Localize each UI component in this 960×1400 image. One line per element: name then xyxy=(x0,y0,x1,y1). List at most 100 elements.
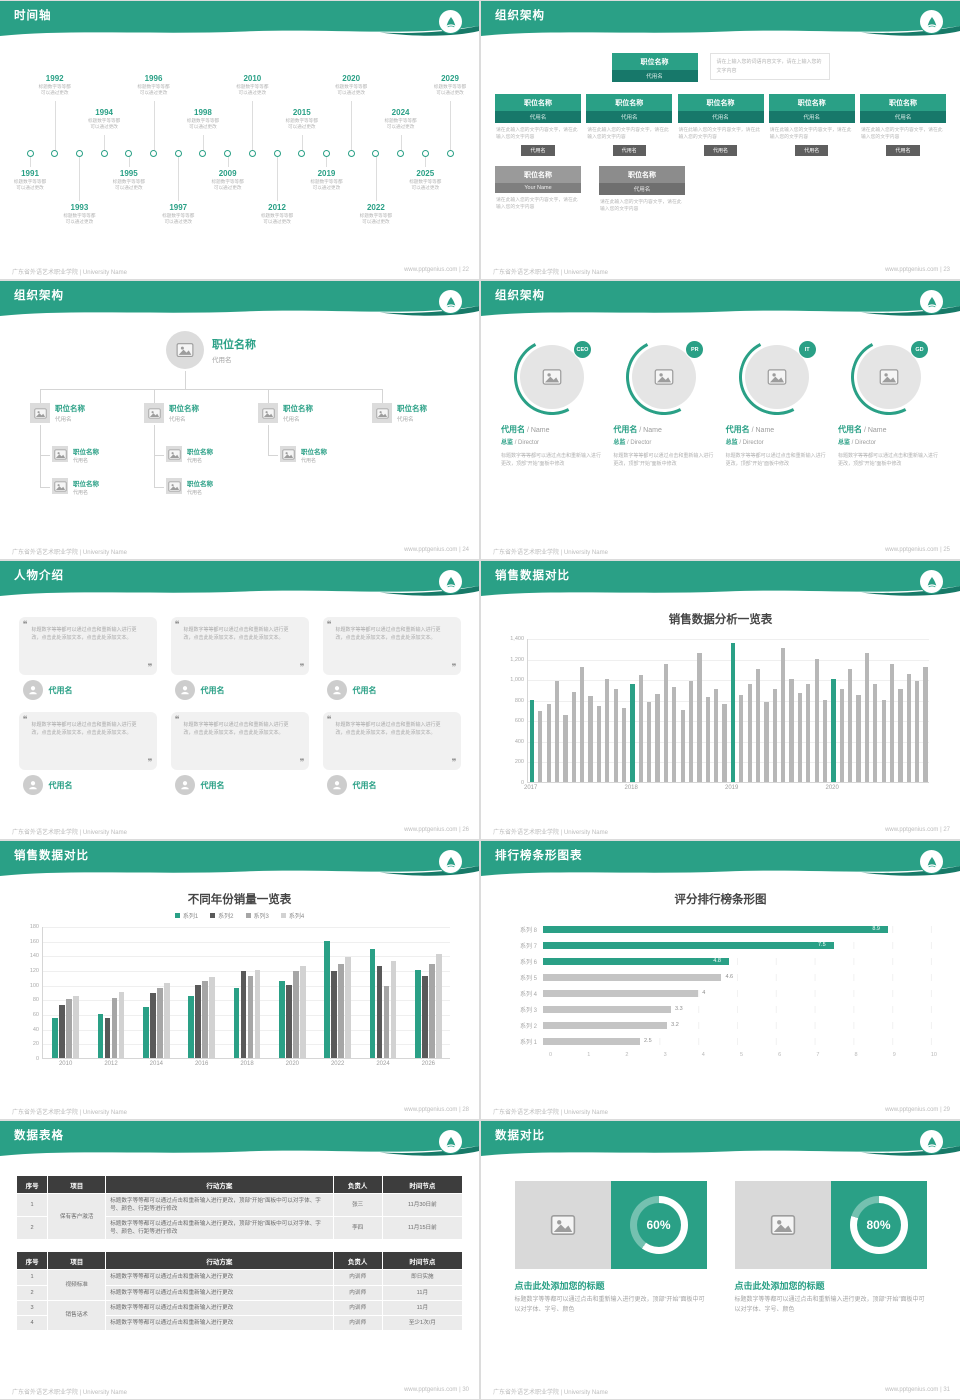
timeline-desc: 标题数字等等都 xyxy=(63,213,96,218)
table-header-cell: 时间节点 xyxy=(381,1251,464,1271)
header-band xyxy=(481,281,960,316)
school-logo-icon xyxy=(438,1129,463,1154)
x-axis-label: 2012 xyxy=(104,1061,118,1067)
slide-compare[interactable]: 数据对比 60% 点击此处添加您的标题 标题数字等等都可以通过点击和重新输入进行 xyxy=(481,1121,960,1399)
bar xyxy=(429,964,435,1058)
chart-title: 评分排行榜条形图 xyxy=(674,894,767,906)
position-title: 职位名称 xyxy=(55,404,85,413)
position-title: 职位名称 xyxy=(768,94,855,111)
quote-text: 标题数字等等都可以通过点击和重新输入进行更改，点击此处添加文本，点击此处添加文本… xyxy=(183,722,289,737)
x-axis-tick: 3 xyxy=(663,1052,667,1058)
gridline xyxy=(43,985,450,987)
org-box: 职位名称 代用名 xyxy=(860,94,946,123)
position-title: 职位名称 xyxy=(495,165,581,183)
slide-title: 销售数据对比 xyxy=(14,850,89,862)
slide-footer: 广东省外语艺术职业学院 | University Name www.pptgen… xyxy=(12,547,469,556)
timeline-item: 1998 标题数字等等都 可以通过更改 xyxy=(177,108,229,130)
bar xyxy=(331,971,337,1058)
slide-ranking[interactable]: 排行榜条形图表 评分排行榜条形图 系列 8 8.9 系列 7 7.5 系列 6 4.8 系列… xyxy=(481,841,960,1119)
chart-title: 销售数据分析一览表 xyxy=(668,614,773,626)
percent-label: 60% xyxy=(646,1218,671,1232)
slide-org-tree[interactable]: 组织架构 职位 xyxy=(0,281,479,559)
slide-sales-analysis[interactable]: 销售数据对比 销售数据分析一览表 0 200 400 600 800 1,000 1,200… xyxy=(481,561,960,839)
people-content: ❝ 标题数字等等都可以通过点击和重新输入进行更改，点击此处添加文本，点击此处添加… xyxy=(0,605,479,824)
slide-tables[interactable]: 数据表格 序号 项目 行动方案 负责人 时间节点 1 保有客户激活 标题数字等等都可以通过点击… xyxy=(0,1121,479,1399)
header-band xyxy=(0,1121,479,1156)
x-axis-tick: 4 xyxy=(701,1052,705,1058)
person-role-en: / Director xyxy=(851,440,877,446)
timeline-desc: 可以通过更改 xyxy=(436,90,464,96)
bar xyxy=(730,643,736,782)
table-cell: 1 xyxy=(15,1269,49,1286)
org-column: 职位名称 代用名 请在此输入您的文字内容文字，请在此输入您的文字内容 代用名 xyxy=(586,94,673,156)
progress-panel: 80% xyxy=(830,1181,927,1269)
avatar-placeholder xyxy=(52,446,68,462)
timeline-year: 1997 xyxy=(169,203,188,212)
position-title: 职位名称 xyxy=(397,404,427,413)
footer-page: www.pptgenius.com | 24 xyxy=(404,547,469,553)
timeline-item: 1996 标题数字等等都 可以通过更改 xyxy=(128,74,180,96)
person-name-en: / Name xyxy=(639,427,662,434)
bar xyxy=(97,1014,104,1058)
legend-label: 系列4 xyxy=(288,914,305,920)
slide-title: 组织架构 xyxy=(495,10,545,22)
bar-track: 4.6 xyxy=(543,973,937,981)
bar-track: 7.5 xyxy=(543,941,937,949)
slide-header: 数据表格 xyxy=(0,1121,479,1165)
image-placeholder xyxy=(514,1181,611,1269)
avatar-icon xyxy=(22,775,43,795)
y-axis-label: 140 xyxy=(29,953,39,960)
timeline-connector xyxy=(301,135,303,153)
person-role: 总监 xyxy=(725,440,738,446)
donut-center: 60% xyxy=(636,1203,681,1247)
timeline-dot xyxy=(26,149,34,157)
org-node: 职位名称 代用名 xyxy=(52,478,99,496)
person-name: 代用名 xyxy=(677,111,764,123)
bar xyxy=(881,699,886,782)
timeline-dot xyxy=(224,149,232,157)
org-root-note: 请在上输入您的词语内容文字，请在上输入您的文字内容 xyxy=(709,53,830,80)
timeline-desc: 可以通过更改 xyxy=(312,185,341,191)
timeline-item: 2024 标题数字等等都 可以通过更改 xyxy=(375,108,427,130)
timeline-desc: 可以通过更改 xyxy=(263,219,291,225)
role-badge: CEO xyxy=(573,340,592,359)
legend-swatch xyxy=(280,913,286,918)
bar xyxy=(580,666,585,782)
connector-line xyxy=(185,371,186,389)
timeline-year: 2019 xyxy=(317,169,336,178)
slide-people[interactable]: 人物介绍 ❝ 标题数字等等都可以通过点击和重新输入进行更改，点击此处添加文本，点… xyxy=(0,561,479,839)
timeline-content: 1991 标题数字等等都 可以通过更改 1992 标题数字等等都 可以通过更改 1993 标题… xyxy=(0,45,479,264)
timeline-year: 2020 xyxy=(342,74,361,83)
timeline-desc: 可以通过更改 xyxy=(139,90,168,96)
timeline-connector xyxy=(375,153,377,201)
connector-line xyxy=(154,389,155,403)
quote-close-icon: ❞ xyxy=(451,662,457,672)
y-axis-label: 800 xyxy=(514,697,524,704)
category-label: 系列 2 xyxy=(519,1023,537,1030)
slide-footer: 广东省外语艺术职业学院 | University Name www.pptgen… xyxy=(12,1387,469,1396)
category-label: 系列 4 xyxy=(519,991,537,998)
timeline-year: 1992 xyxy=(45,74,64,83)
bar xyxy=(118,992,125,1058)
timeline-dot xyxy=(150,149,158,157)
bar-row: 系列 3 3.3 xyxy=(507,1001,937,1017)
timeline-desc: 可以通过更改 xyxy=(189,124,217,130)
legend-label: 系列2 xyxy=(218,914,234,920)
slide-org-boxes[interactable]: 组织架构 职位名称 代用名 请在上输入您的词语内容文字，请在上输入您的文字内容 … xyxy=(481,1,960,279)
person-role-en: / Director xyxy=(739,440,764,446)
slide-org-members[interactable]: 组织架构 CEO 代用名 / Name 总监 / Director 标题数字等等… xyxy=(481,281,960,559)
org-bottom-row: 职位名称 Your Name 请在此输入您的文字内容文字，请在此输入您的文字内容… xyxy=(481,156,960,217)
image-placeholder-icon xyxy=(376,407,389,420)
slide-timeline[interactable]: 时间轴 1991 标题数字等等都 可以通过更改 1992 标题数字等等都 可以通过更改 19… xyxy=(0,1,479,279)
slide-sales-volume[interactable]: 销售数据对比 不同年份销量一览表 系列1 系列2 系列3 系列4 0 20 40 60… xyxy=(0,841,479,1119)
x-axis-label: 2022 xyxy=(330,1061,345,1067)
timeline-dot xyxy=(446,149,454,157)
timeline-desc: 标题数字等等都 xyxy=(186,118,220,123)
connector-line xyxy=(154,425,155,487)
quote-open-icon: ❝ xyxy=(326,714,332,724)
table-header-cell: 项目 xyxy=(47,1175,107,1194)
slide-footer: 广东省外语艺术职业学院 | University Name www.pptgen… xyxy=(493,1107,950,1116)
slide-title: 销售数据对比 xyxy=(495,570,570,582)
timeline-dot xyxy=(421,149,429,157)
